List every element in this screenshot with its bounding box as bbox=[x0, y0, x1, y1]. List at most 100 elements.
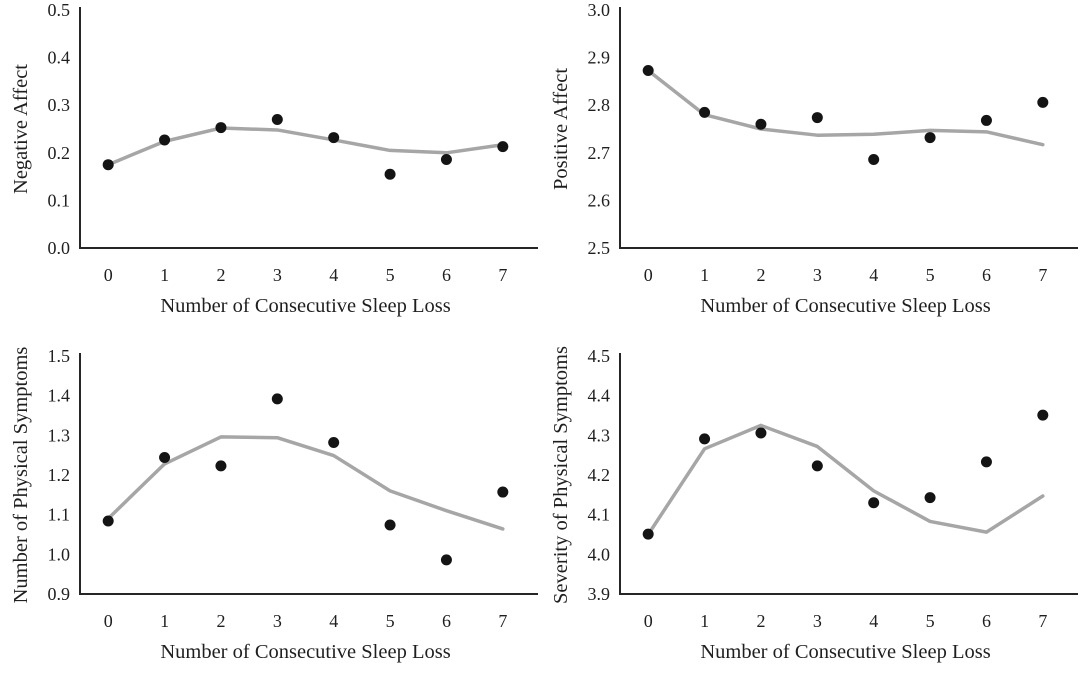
y-tick-label: 4.3 bbox=[588, 425, 611, 445]
x-tick-label: 1 bbox=[160, 265, 169, 285]
data-point bbox=[699, 106, 711, 118]
data-point bbox=[868, 497, 880, 509]
x-tick-label: 7 bbox=[1038, 265, 1047, 285]
x-tick-label: 5 bbox=[926, 265, 935, 285]
x-tick-label: 1 bbox=[160, 611, 169, 631]
y-tick-label: 1.1 bbox=[48, 505, 71, 525]
x-tick-label: 7 bbox=[498, 611, 507, 631]
y-tick-label: 2.8 bbox=[588, 95, 611, 115]
data-point bbox=[811, 460, 823, 472]
data-point bbox=[384, 168, 396, 180]
data-point bbox=[440, 554, 452, 566]
x-tick-label: 2 bbox=[756, 265, 765, 285]
data-point bbox=[384, 519, 396, 531]
negative-affect-panel: 0.0 0.1 0.2 0.3 0.4 0.5 0 1 2 3 4 5 6 7 Number of Cons… bbox=[0, 0, 540, 336]
data-point bbox=[215, 460, 227, 472]
data-point bbox=[642, 64, 654, 76]
x-tick-label: 1 bbox=[700, 265, 709, 285]
trend-line bbox=[646, 68, 1045, 147]
y-tick-label: 0.5 bbox=[48, 0, 71, 20]
trend-line bbox=[106, 126, 505, 167]
y-tick-label: 0.9 bbox=[48, 584, 71, 604]
x-tick-label: 2 bbox=[216, 265, 225, 285]
x-tick-label: 2 bbox=[216, 611, 225, 631]
severity-of-physical-symptoms-panel: 3.9 4.0 4.1 4.2 4.3 4.4 4.5 0 1 2 3 4 5 6 7 Number of C… bbox=[540, 336, 1080, 673]
y-tick-label: 0.4 bbox=[48, 48, 71, 68]
x-tick-label: 7 bbox=[1038, 611, 1047, 631]
data-point bbox=[868, 153, 880, 165]
data-point bbox=[1037, 409, 1049, 421]
number-of-physical-symptoms-chart: 0.9 1.0 1.1 1.2 1.3 1.4 1.5 0 1 2 3 4 5 6 7 Number of C… bbox=[10, 346, 538, 663]
x-axis-title: Number of Consecutive Sleep Loss bbox=[700, 641, 990, 663]
data-point bbox=[1037, 96, 1049, 108]
data-point bbox=[811, 112, 823, 124]
y-tick-label: 4.5 bbox=[588, 346, 611, 366]
x-tick-label: 2 bbox=[756, 611, 765, 631]
x-axis-title: Number of Consecutive Sleep Loss bbox=[160, 641, 450, 663]
y-tick-label: 1.3 bbox=[48, 425, 71, 445]
x-tick-label: 4 bbox=[329, 611, 338, 631]
x-tick-label: 4 bbox=[329, 265, 338, 285]
x-tick-label: 1 bbox=[700, 611, 709, 631]
y-tick-label: 2.9 bbox=[588, 48, 611, 68]
y-tick-label: 1.0 bbox=[48, 544, 71, 564]
y-tick-label: 0.2 bbox=[48, 143, 71, 163]
x-tick-label: 5 bbox=[386, 265, 395, 285]
data-point bbox=[924, 132, 936, 144]
x-tick-label: 3 bbox=[273, 265, 282, 285]
data-point bbox=[924, 492, 936, 504]
data-point bbox=[271, 113, 283, 125]
data-point bbox=[328, 436, 340, 448]
data-point bbox=[159, 134, 171, 146]
severity-of-physical-symptoms-chart: 3.9 4.0 4.1 4.2 4.3 4.4 4.5 0 1 2 3 4 5 6 7 Number of C… bbox=[550, 346, 1078, 663]
x-axis-title: Number of Consecutive Sleep Loss bbox=[700, 295, 990, 317]
y-axis-title: Number of Physical Symptoms bbox=[10, 347, 32, 604]
y-tick-label: 2.7 bbox=[588, 143, 611, 163]
x-tick-label: 0 bbox=[104, 265, 113, 285]
data-point bbox=[699, 433, 711, 445]
x-tick-label: 3 bbox=[273, 611, 282, 631]
data-point bbox=[980, 114, 992, 126]
data-point bbox=[497, 141, 509, 153]
data-point bbox=[215, 122, 227, 134]
x-tick-label: 6 bbox=[442, 611, 451, 631]
negative-affect-chart: 0.0 0.1 0.2 0.3 0.4 0.5 0 1 2 3 4 5 6 7 Number of Cons… bbox=[10, 0, 538, 317]
y-tick-label: 1.2 bbox=[48, 465, 71, 485]
x-tick-label: 5 bbox=[926, 611, 935, 631]
x-tick-label: 4 bbox=[869, 611, 878, 631]
y-tick-label: 2.5 bbox=[588, 238, 611, 258]
x-tick-label: 3 bbox=[813, 611, 822, 631]
x-tick-label: 0 bbox=[644, 265, 653, 285]
y-tick-label: 0.0 bbox=[48, 238, 71, 258]
data-point bbox=[755, 118, 767, 130]
x-tick-label: 3 bbox=[813, 265, 822, 285]
x-tick-label: 0 bbox=[104, 611, 113, 631]
x-tick-label: 6 bbox=[982, 611, 991, 631]
data-point bbox=[440, 153, 452, 165]
y-tick-label: 1.4 bbox=[48, 386, 71, 406]
trend-line bbox=[646, 423, 1045, 537]
x-tick-label: 6 bbox=[982, 265, 991, 285]
data-point bbox=[102, 159, 114, 171]
x-tick-label: 0 bbox=[644, 611, 653, 631]
x-tick-label: 6 bbox=[442, 265, 451, 285]
x-tick-label: 4 bbox=[869, 265, 878, 285]
y-tick-label: 3.9 bbox=[588, 584, 611, 604]
y-tick-label: 4.2 bbox=[588, 465, 611, 485]
data-point bbox=[980, 456, 992, 468]
x-axis-title: Number of Consecutive Sleep Loss bbox=[160, 295, 450, 317]
y-tick-label: 2.6 bbox=[588, 190, 611, 210]
y-tick-label: 0.1 bbox=[48, 190, 71, 210]
data-point bbox=[642, 528, 654, 540]
positive-affect-panel: 2.5 2.6 2.7 2.8 2.9 3.0 0 1 2 3 4 5 6 7 Number of Cons… bbox=[540, 0, 1080, 336]
y-axis-title: Negative Affect bbox=[10, 64, 32, 194]
data-point bbox=[102, 515, 114, 527]
y-tick-label: 3.0 bbox=[588, 0, 611, 20]
data-point bbox=[755, 427, 767, 439]
data-point bbox=[159, 452, 171, 464]
data-point bbox=[497, 486, 509, 498]
y-tick-label: 4.4 bbox=[588, 386, 611, 406]
number-of-physical-symptoms-panel: 0.9 1.0 1.1 1.2 1.3 1.4 1.5 0 1 2 3 4 5 6 7 Number of C… bbox=[0, 336, 540, 673]
x-tick-label: 5 bbox=[386, 611, 395, 631]
